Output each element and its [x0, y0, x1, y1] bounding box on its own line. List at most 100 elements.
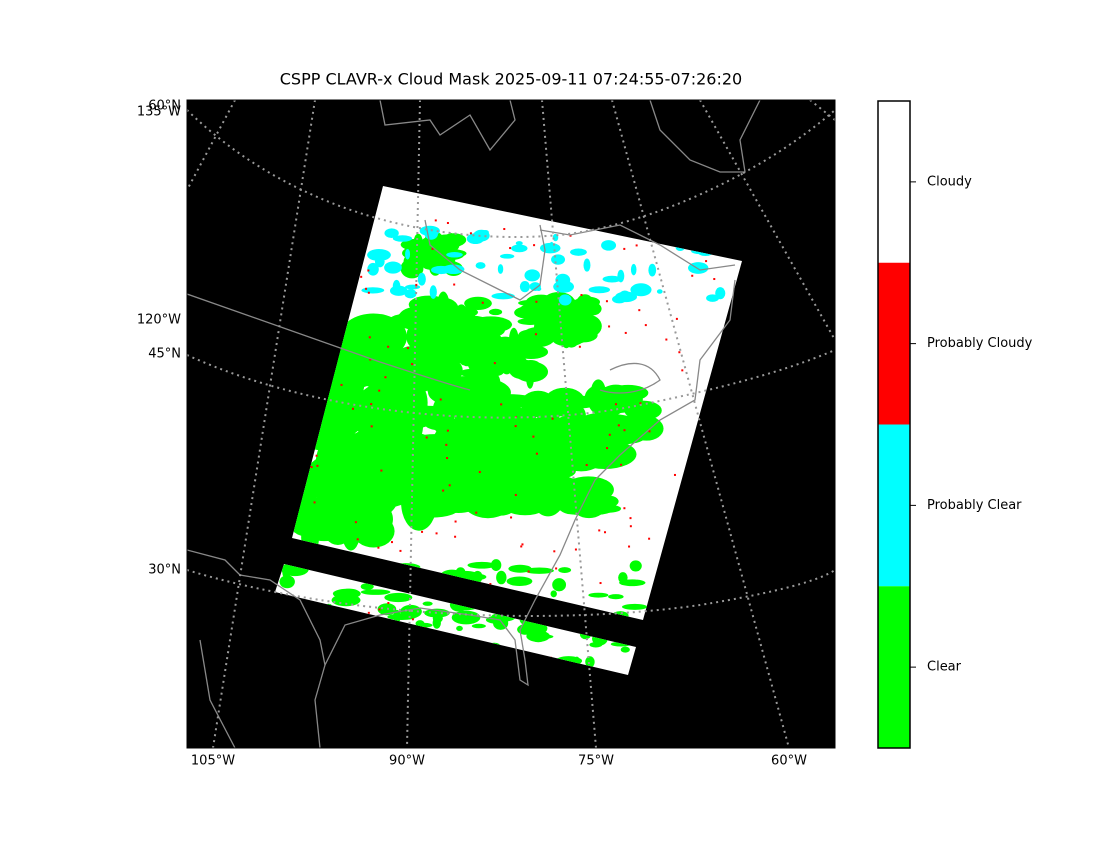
probably-cloudy-pixel: [500, 403, 503, 406]
probably-clear-patch: [524, 269, 541, 282]
clear-patch: [620, 646, 630, 653]
probably-cloudy-pixel: [514, 493, 517, 496]
clear-patch: [300, 503, 314, 512]
clear-patch: [599, 389, 619, 410]
probably-cloudy-pixel: [415, 283, 418, 286]
probably-cloudy-pixel: [623, 429, 626, 432]
left-labels: 60°N 135°W 120°W 45°N 30°N: [137, 99, 181, 578]
probably-cloudy-pixel: [406, 347, 409, 350]
clear-patch: [588, 592, 609, 598]
probably-cloudy-pixel: [310, 466, 313, 469]
clear-patch: [464, 296, 492, 310]
lat-label: 60°N: [148, 99, 181, 114]
colorbar: Cloudy Probably Cloudy Probably Clear Clear: [877, 100, 1033, 749]
probably-cloudy-pixel: [623, 507, 626, 510]
probably-cloudy-pixel: [569, 234, 572, 237]
clear-patch: [518, 303, 549, 321]
probably-cloudy-pixel: [316, 464, 319, 467]
lon-label: 75°W: [578, 754, 614, 769]
probably-cloudy-pixel: [629, 517, 632, 520]
probably-clear-patch: [419, 225, 440, 236]
probably-cloudy-pixel: [532, 435, 535, 438]
clear-patch: [551, 494, 574, 506]
probably-clear-patch: [630, 283, 652, 297]
probably-cloudy-pixel: [365, 287, 368, 290]
probably-cloudy-pixel: [521, 543, 524, 546]
probably-cloudy-pixel: [644, 324, 647, 327]
probably-cloudy-pixel: [639, 402, 642, 405]
probably-cloudy-pixel: [370, 425, 373, 428]
probably-clear-patch: [392, 235, 413, 242]
probably-cloudy-pixel: [448, 484, 451, 487]
lon-label: 120°W: [137, 313, 181, 328]
clear-patch: [415, 620, 425, 628]
clear-patch: [410, 257, 420, 271]
probably-cloudy-pixel: [340, 383, 343, 386]
probably-cloudy-pixel: [555, 567, 558, 570]
clear-patch: [393, 609, 401, 624]
clear-patch: [612, 431, 626, 445]
clear-patch: [552, 578, 567, 592]
clear-patch: [502, 433, 518, 447]
clear-patch: [488, 308, 503, 316]
probably-clear-patch: [475, 262, 486, 269]
colorbar-label: Probably Cloudy: [927, 336, 1033, 351]
clear-patch: [565, 404, 586, 427]
probably-cloudy-pixel: [648, 537, 651, 540]
probably-cloudy-pixel: [493, 362, 496, 365]
clear-patch: [621, 603, 648, 610]
probably-cloudy-pixel: [623, 247, 626, 250]
probably-cloudy-pixel: [608, 433, 611, 436]
probably-clear-patch: [601, 240, 617, 251]
clear-patch: [279, 575, 295, 589]
clear-patch: [619, 579, 646, 587]
probably-clear-patch: [551, 254, 566, 265]
clear-patch: [424, 416, 457, 431]
probably-clear-patch: [583, 258, 591, 272]
clear-patch: [346, 351, 356, 389]
probably-cloudy-pixel: [606, 447, 609, 450]
clear-patch: [471, 623, 486, 629]
probably-clear-patch: [553, 280, 574, 293]
clear-patch: [422, 601, 433, 606]
clear-patch: [467, 561, 497, 569]
clear-patch: [333, 378, 345, 417]
colorbar-segment: [878, 262, 910, 425]
probably-clear-patch: [706, 294, 719, 302]
probably-clear-patch: [529, 282, 541, 291]
probably-cloudy-pixel: [370, 403, 373, 406]
probably-clear-patch: [615, 291, 638, 303]
probably-cloudy-pixel: [442, 489, 445, 492]
probably-clear-patch: [648, 263, 657, 277]
probably-clear-patch: [384, 228, 399, 238]
probably-clear-patch: [446, 252, 463, 258]
probably-cloudy-pixel: [629, 525, 632, 528]
probably-clear-patch: [602, 275, 622, 283]
probably-cloudy-pixel: [446, 457, 449, 460]
probably-clear-patch: [367, 262, 379, 276]
clear-patch: [492, 420, 507, 434]
probably-cloudy-pixel: [411, 363, 414, 366]
swath: [275, 186, 742, 675]
probably-clear-patch: [588, 286, 611, 294]
probably-cloudy-pixel: [551, 417, 554, 420]
clear-patch: [456, 625, 463, 631]
probably-clear-patch: [392, 279, 401, 293]
probably-cloudy-pixel: [509, 247, 512, 250]
probably-cloudy-pixel: [387, 602, 390, 605]
lat-label: 30°N: [148, 563, 181, 578]
clear-patch: [442, 244, 454, 261]
clear-patch: [585, 656, 595, 668]
probably-cloudy-pixel: [356, 538, 359, 541]
probably-cloudy-pixel: [535, 452, 538, 455]
lon-label: 90°W: [389, 754, 425, 769]
probably-cloudy-pixel: [439, 398, 442, 401]
probably-cloudy-pixel: [604, 531, 607, 534]
probably-clear-patch: [511, 244, 528, 253]
clear-patch: [553, 432, 580, 449]
probably-cloudy-pixel: [489, 583, 492, 586]
probably-cloudy-pixel: [638, 309, 641, 312]
clear-patch: [354, 408, 367, 425]
clear-patch: [519, 462, 576, 481]
probably-cloudy-pixel: [614, 403, 617, 406]
